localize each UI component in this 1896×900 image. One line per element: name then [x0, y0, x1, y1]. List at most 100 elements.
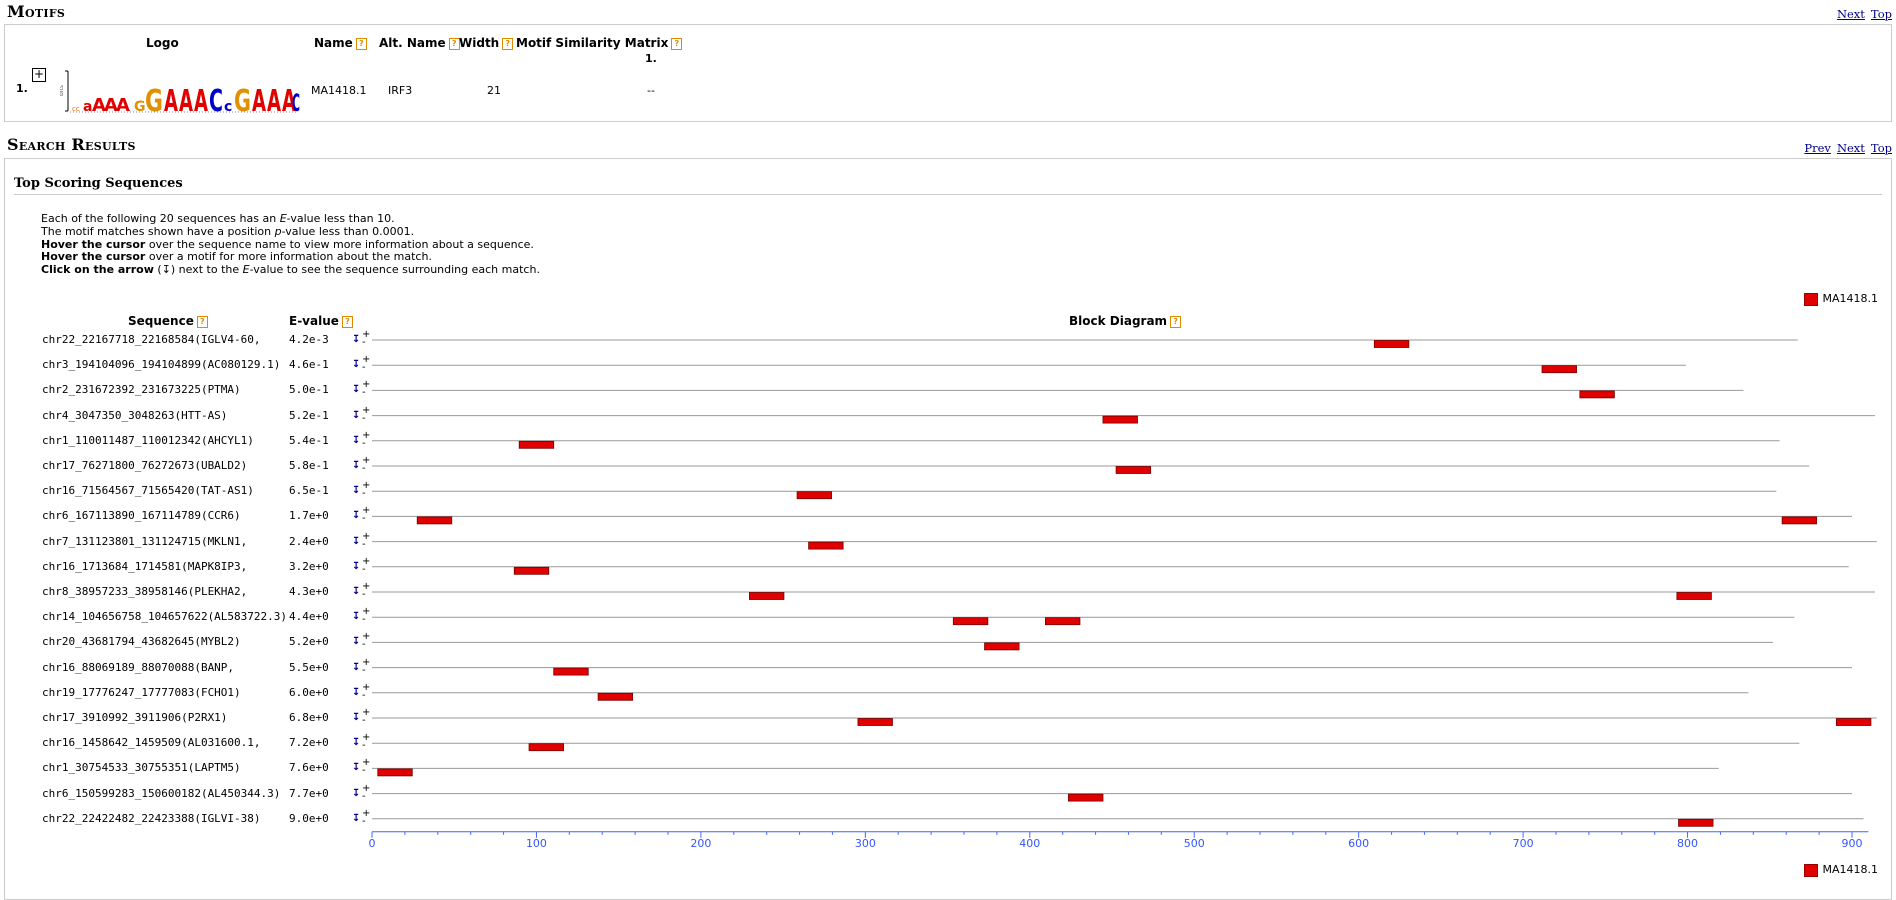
motif-site[interactable]	[1068, 793, 1104, 802]
sequence-name[interactable]: chr3_194104096_194104899(AC080129.1)	[42, 358, 281, 372]
expand-arrow-icon[interactable]: ↧	[352, 384, 361, 396]
minus-strand-icon: -	[362, 538, 366, 550]
motif-site[interactable]	[984, 642, 1020, 651]
expand-arrow-icon[interactable]: ↧	[352, 359, 361, 371]
minus-strand-icon: -	[362, 488, 366, 500]
motif-site[interactable]	[518, 440, 555, 449]
expand-arrow-icon[interactable]: ↧	[352, 762, 361, 774]
motif-site[interactable]	[513, 566, 550, 575]
minus-strand-icon: -	[362, 664, 366, 676]
top-link[interactable]: Top	[1870, 7, 1892, 21]
expand-arrow-icon[interactable]: ↧	[352, 460, 361, 471]
motif-site[interactable]	[528, 743, 564, 752]
motif-site[interactable]	[377, 768, 413, 777]
sequence-name[interactable]: chr4_3047350_3048263(HTT-AS)	[42, 408, 228, 422]
sequence-name[interactable]: chr17_3910992_3911906(P2RX1)	[42, 711, 228, 724]
motif-site[interactable]	[1115, 466, 1152, 474]
motifs-table: Logo Name? Alt. Name? Width? Motif Simil…	[4, 24, 1892, 122]
motif-site[interactable]	[553, 667, 589, 676]
sequence-name[interactable]: chr1_110011487_110012342(AHCYL1)	[42, 433, 254, 447]
expand-arrow-icon[interactable]: ↧	[352, 686, 361, 698]
plus-strand-icon: +	[362, 530, 371, 542]
motif-site[interactable]	[1541, 365, 1577, 374]
minus-strand-icon: -	[362, 362, 366, 374]
prev-link[interactable]: Prev	[1804, 141, 1831, 155]
expand-arrow-icon[interactable]: ↧	[352, 409, 361, 421]
expand-arrow-icon[interactable]: ↧	[352, 560, 361, 572]
svg-text:A: A	[252, 84, 266, 115]
evalue: 7.2e+0	[289, 736, 329, 750]
expand-arrow-icon[interactable]: ↧	[352, 434, 361, 446]
sequence-name[interactable]: chr20_43681794_43682645(MYBL2)	[42, 635, 241, 649]
motif-site[interactable]	[952, 617, 989, 626]
svg-text:C: C	[292, 89, 300, 115]
motif-alt-name: IRF3	[388, 84, 413, 97]
motif-site[interactable]	[1781, 516, 1818, 525]
help-icon[interactable]: ?	[671, 37, 683, 50]
axis-tick-label: 400	[1019, 837, 1040, 850]
expand-arrow-icon[interactable]: ↧	[352, 485, 361, 497]
sequence-name[interactable]: chr7_131123801_131124715(MKLN1,	[42, 534, 248, 548]
expand-arrow-icon[interactable]: ↧	[352, 737, 361, 749]
next-link[interactable]: Next	[1836, 141, 1865, 155]
motif-site[interactable]	[796, 491, 833, 500]
next-link[interactable]: Next	[1836, 7, 1865, 21]
plus-strand-icon: +	[362, 555, 371, 567]
sequence-name[interactable]: chr6_167113890_167114789(CCR6)	[42, 509, 241, 523]
help-icon[interactable]: ?	[341, 315, 353, 328]
expand-button[interactable]: +	[32, 67, 46, 82]
expand-arrow-icon[interactable]: ↧	[352, 611, 361, 623]
sequence-name[interactable]: chr6_150599283_150600182(AL450344.3)	[42, 786, 281, 800]
evalue: 4.6e-1	[289, 358, 329, 372]
evalue: 5.2e-1	[289, 408, 329, 422]
search-results-title: Search Results	[7, 135, 136, 154]
sequence-name[interactable]: chr16_71564567_71565420(TAT-AS1)	[42, 484, 254, 498]
motif-site[interactable]	[1045, 617, 1081, 626]
sequence-name[interactable]: chr8_38957233_38958146(PLEKHA2,	[42, 585, 248, 598]
motif-site[interactable]	[1579, 390, 1615, 399]
motif-site[interactable]	[749, 592, 785, 600]
legend-top: MA1418.1	[1804, 292, 1878, 306]
motif-site[interactable]	[1102, 415, 1138, 424]
motif-site[interactable]	[857, 718, 893, 726]
sequence-name[interactable]: chr1_30754533_30755351(LAPTM5)	[42, 761, 241, 775]
sequence-name[interactable]: chr16_1713684_1714581(MAPK8IP3,	[42, 559, 248, 573]
sequence-name[interactable]: chr2_231672392_231673225(PTMA)	[42, 383, 241, 397]
motif-site[interactable]	[597, 692, 634, 701]
sequence-name[interactable]: chr17_76271800_76272673(UBALD2)	[42, 459, 248, 472]
motif-site[interactable]	[1373, 340, 1410, 348]
sequence-name[interactable]: chr16_1458642_1459509(AL031600.1,	[42, 736, 261, 750]
expand-arrow-icon[interactable]: ↧	[352, 510, 361, 522]
motif-site[interactable]	[1835, 718, 1872, 726]
sequence-name[interactable]: chr22_22422482_22423388(IGLVI-38)	[42, 811, 261, 825]
evalue: 5.0e-1	[289, 383, 329, 397]
expand-arrow-icon[interactable]: ↧	[352, 661, 361, 673]
motif-site[interactable]	[416, 516, 453, 525]
expand-arrow-icon[interactable]: ↧	[352, 535, 361, 547]
expand-arrow-icon[interactable]: ↧	[352, 586, 361, 597]
motif-site[interactable]	[1676, 592, 1712, 600]
sequence-name[interactable]: chr16_88069189_88070088(BANP,	[42, 660, 235, 674]
evalue: 3.2e+0	[289, 559, 329, 573]
sequence-name[interactable]: chr14_104656758_104657622(AL583722.3)	[42, 610, 288, 624]
help-icon[interactable]: ?	[448, 37, 460, 50]
top-link[interactable]: Top	[1870, 141, 1892, 155]
plus-strand-icon: +	[362, 606, 371, 618]
help-icon[interactable]: ?	[502, 37, 514, 50]
expand-arrow-icon[interactable]: ↧	[352, 636, 361, 648]
svg-text:a: a	[83, 99, 92, 115]
motif-site[interactable]	[808, 541, 844, 550]
sequence-name[interactable]: chr19_17776247_17777083(FCHO1)	[42, 685, 241, 699]
svg-text:A: A	[92, 95, 106, 115]
motif-site[interactable]	[1678, 818, 1714, 827]
expand-arrow-icon[interactable]: ↧	[352, 812, 361, 824]
expand-arrow-icon[interactable]: ↧	[352, 787, 361, 799]
sequence-name[interactable]: chr22_22167718_22168584(IGLV4-60,	[42, 333, 261, 346]
legend-swatch	[1804, 292, 1819, 306]
help-icon[interactable]: ?	[355, 37, 367, 50]
help-icon[interactable]: ?	[1170, 315, 1182, 328]
minus-strand-icon: -	[362, 437, 366, 449]
expand-arrow-icon[interactable]: ↧	[352, 334, 361, 345]
expand-arrow-icon[interactable]: ↧	[352, 712, 361, 723]
help-icon[interactable]: ?	[196, 315, 208, 328]
